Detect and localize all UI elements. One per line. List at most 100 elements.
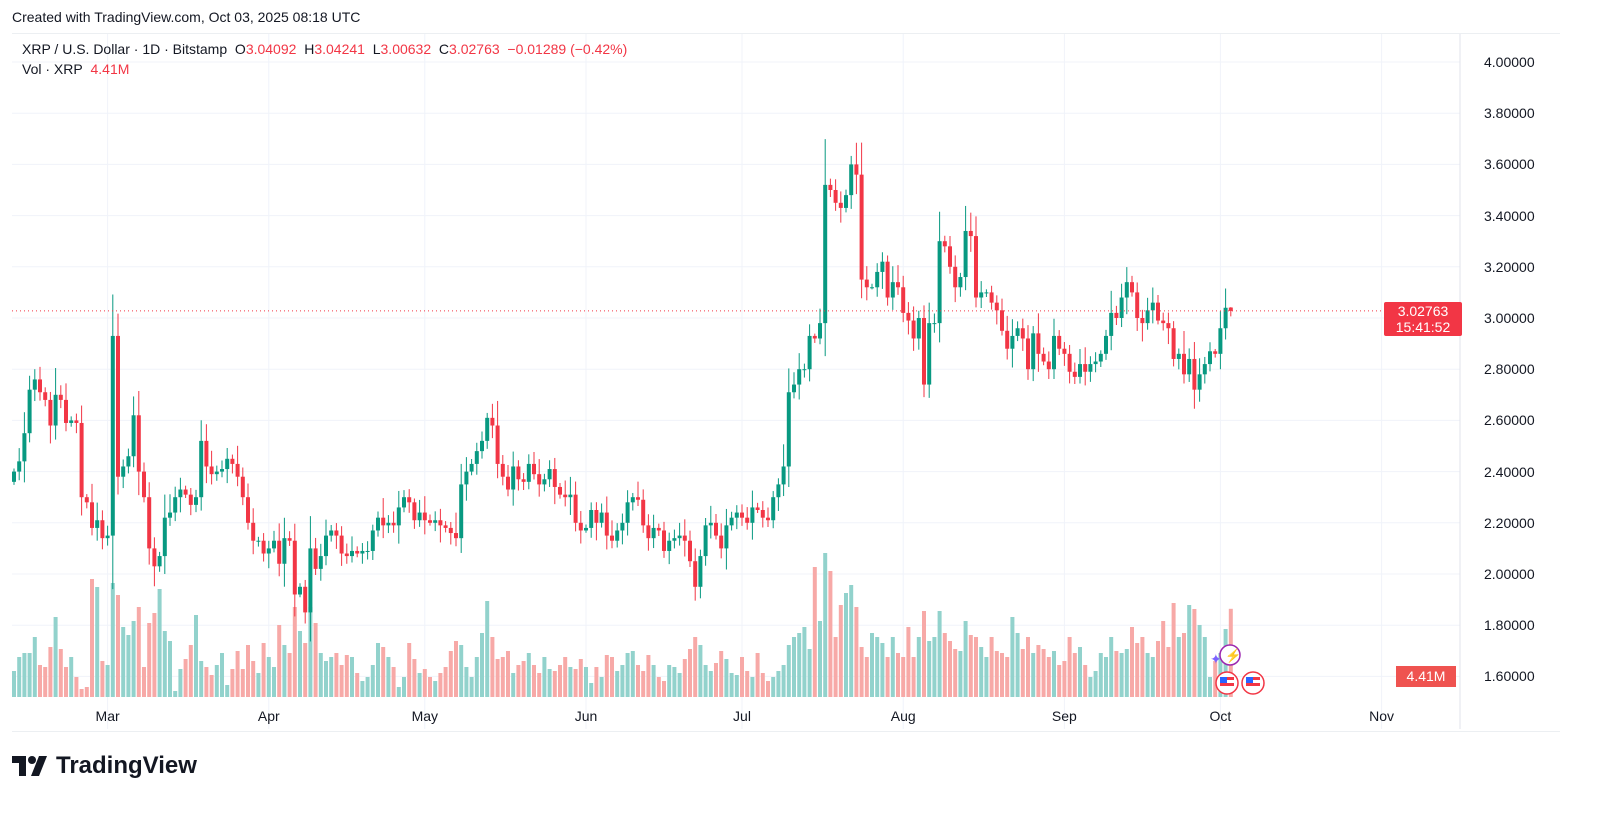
candle-body xyxy=(220,469,224,472)
candle-body xyxy=(521,479,526,482)
candle xyxy=(584,524,588,533)
volume-bar xyxy=(1036,645,1041,697)
volume-bar xyxy=(256,673,261,697)
candle-body xyxy=(355,550,360,554)
candle xyxy=(1166,312,1171,345)
candle xyxy=(989,285,994,310)
volume-bar xyxy=(688,649,692,697)
candle xyxy=(511,451,516,506)
candle-body xyxy=(334,530,339,536)
volume-bar xyxy=(958,651,963,697)
volume-bar xyxy=(506,651,510,697)
candle-body xyxy=(1218,328,1223,354)
candle-body xyxy=(204,440,209,467)
candle-body xyxy=(448,527,453,534)
candle-body xyxy=(558,486,562,495)
candle xyxy=(937,211,942,343)
candle xyxy=(537,459,542,497)
volume-bar xyxy=(864,657,869,697)
volume-bar xyxy=(178,669,183,697)
us-flag-event-icon[interactable] xyxy=(1215,671,1239,700)
current-price: 3.02763 xyxy=(1397,303,1449,319)
volume-bar xyxy=(272,667,276,697)
candle-body xyxy=(121,466,126,477)
candle-body xyxy=(656,527,661,531)
candle xyxy=(261,533,266,562)
volume-bar xyxy=(173,691,178,697)
volume-label[interactable]: Vol · XRP xyxy=(22,61,83,77)
volume-bar xyxy=(162,631,167,697)
volume-bar xyxy=(1176,637,1181,697)
candle xyxy=(677,522,682,546)
candle-body xyxy=(27,389,32,434)
volume-bar xyxy=(953,649,958,697)
volume-bar xyxy=(261,643,266,697)
candle-body xyxy=(391,522,396,526)
candle xyxy=(864,266,869,301)
candle-body xyxy=(1109,312,1114,336)
price-tick-label: 3.00000 xyxy=(1484,310,1535,326)
candle-body xyxy=(786,392,791,467)
current-price-badge: 3.02763 15:41:52 xyxy=(1384,302,1462,336)
volume-bar xyxy=(355,673,360,697)
candle-body xyxy=(526,463,531,482)
volume-bar xyxy=(121,627,126,697)
volume-bar xyxy=(620,665,625,697)
candle xyxy=(178,477,183,513)
candle-body xyxy=(766,517,770,521)
volume-bar xyxy=(376,643,380,697)
candle xyxy=(235,445,240,487)
volume-bar xyxy=(584,667,588,697)
price-tick-label: 2.60000 xyxy=(1484,412,1535,429)
candle xyxy=(448,522,453,545)
candle xyxy=(433,511,438,532)
volume-bar xyxy=(906,627,911,697)
candle-body xyxy=(724,525,729,549)
candle-body xyxy=(750,507,755,523)
volume-bar xyxy=(407,643,412,697)
chart-frame[interactable] xyxy=(12,33,1560,732)
close-value: 3.02763 xyxy=(449,41,500,57)
candle xyxy=(646,514,651,551)
volume-bar xyxy=(875,637,880,697)
tradingview-logo[interactable]: TradingView xyxy=(12,752,197,780)
candle xyxy=(43,387,48,407)
volume-bar xyxy=(448,651,453,697)
candle xyxy=(391,511,396,533)
candle-body xyxy=(589,510,594,528)
volume-bar xyxy=(126,635,131,697)
volume-bar xyxy=(698,645,703,697)
candle-body xyxy=(1010,335,1015,349)
candle-body xyxy=(173,497,178,513)
candle xyxy=(953,255,958,303)
candle-body xyxy=(698,556,703,587)
tradingview-logo-icon xyxy=(12,756,47,776)
lightning-event-icon[interactable]: ✦ ⚡ xyxy=(1210,644,1244,673)
candle-body xyxy=(578,522,583,531)
volume-bar xyxy=(240,669,245,697)
volume-bar xyxy=(989,637,994,697)
candle xyxy=(719,523,724,559)
volume-bar xyxy=(755,653,760,697)
candle xyxy=(443,521,448,533)
volume-bar xyxy=(27,653,32,697)
candle-body xyxy=(979,292,984,298)
us-flag-event-icon[interactable] xyxy=(1241,671,1265,700)
volume-bar xyxy=(84,687,89,697)
volume-bar xyxy=(1187,605,1192,697)
symbol-title[interactable]: XRP / U.S. Dollar · 1D · Bitstamp xyxy=(22,41,228,57)
candle xyxy=(490,403,495,439)
candle-body xyxy=(792,384,796,393)
candle-body xyxy=(1078,364,1082,377)
candle-body xyxy=(272,540,276,549)
candle xyxy=(287,531,292,546)
candle xyxy=(766,507,770,528)
volume-bar xyxy=(823,553,828,697)
candle-body xyxy=(402,497,406,508)
volume-bar xyxy=(131,621,136,697)
candle xyxy=(922,305,926,398)
candle xyxy=(1176,348,1181,370)
open-label: O xyxy=(234,41,246,57)
open-value: 3.04092 xyxy=(245,41,297,57)
